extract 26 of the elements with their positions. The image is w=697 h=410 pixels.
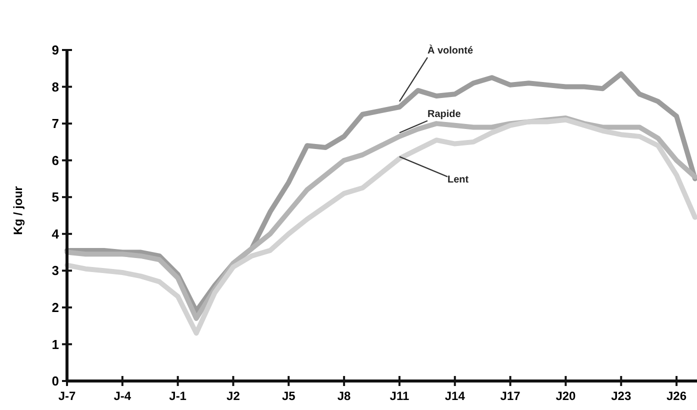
annotation: À volonté — [427, 44, 474, 56]
x-tick-label: J26 — [666, 389, 687, 403]
y-tick-label: 5 — [52, 190, 59, 205]
annotation: Lent — [447, 174, 470, 186]
x-tick-label: J-7 — [58, 389, 76, 403]
x-tick-label: J20 — [556, 389, 576, 403]
x-tick-label: J11 — [390, 389, 410, 403]
x-tick-label: J-1 — [169, 389, 187, 403]
x-tick-label: J17 — [500, 389, 521, 403]
annotation: Rapide — [427, 108, 462, 120]
y-tick-label: 1 — [52, 336, 59, 352]
y-tick-label: 4 — [52, 226, 60, 242]
x-tick-label: J23 — [611, 389, 632, 403]
y-tick-label: 6 — [52, 152, 59, 168]
x-tick-label: J2 — [226, 389, 240, 403]
x-tick-label: J8 — [337, 389, 352, 403]
y-tick-label: 7 — [52, 116, 59, 132]
y-tick-label: 8 — [52, 79, 59, 94]
y-tick-label: 0 — [52, 374, 59, 389]
y-axis-title: Kg / jour — [11, 186, 25, 235]
x-tick-label: J5 — [282, 389, 296, 403]
y-tick-label: 3 — [52, 263, 59, 278]
x-tick-label: J-4 — [114, 389, 132, 403]
y-tick-label: 9 — [52, 42, 59, 58]
x-tick-label: J14 — [444, 389, 466, 403]
y-tick-label: 2 — [52, 300, 59, 315]
